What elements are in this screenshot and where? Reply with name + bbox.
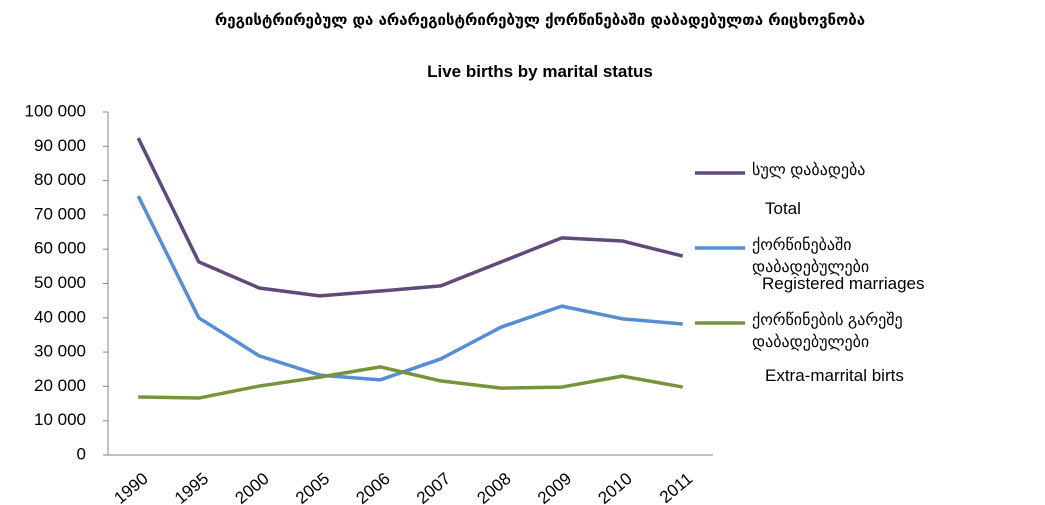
x-tick-label: 2010 xyxy=(595,469,636,505)
x-tick-label: 1995 xyxy=(171,469,212,505)
legend-label: სულ დაბადება xyxy=(752,162,866,179)
y-tick-label: 40 000 xyxy=(34,307,86,326)
y-tick-label: 30 000 xyxy=(34,342,86,361)
x-tick-label: 2005 xyxy=(292,469,333,505)
legend-label: ქორწინების გარეშე დაბადებულები xyxy=(752,312,903,351)
x-tick-label: 2006 xyxy=(353,469,394,505)
y-tick-label: 90 000 xyxy=(34,136,86,155)
y-tick-label: 10 000 xyxy=(34,410,86,429)
x-tick-label: 2011 xyxy=(656,469,696,505)
y-tick-label: 20 000 xyxy=(34,376,86,395)
chart-title: რეგისტრირებულ და არარეგისტრირებულ ქორწინ… xyxy=(214,11,866,29)
x-tick-label: 2009 xyxy=(534,469,575,505)
chart-subtitle: Live births by marital status xyxy=(427,62,653,81)
series-line xyxy=(136,137,684,298)
y-tick-label: 60 000 xyxy=(34,239,86,258)
legend-label-en: Total xyxy=(765,199,801,218)
x-tick-label: 2007 xyxy=(413,469,454,505)
y-tick-label: 70 000 xyxy=(34,204,86,223)
legend-label-en: Registered marriages xyxy=(762,274,925,293)
legend-label-en: Extra-marrital birts xyxy=(765,366,904,385)
y-tick-label: 100 000 xyxy=(25,101,86,120)
y-tick-label: 50 000 xyxy=(34,273,86,292)
y-tick-label: 80 000 xyxy=(34,170,86,189)
series-line xyxy=(136,195,683,382)
legend-label: ქორწინებაში დაბადებულები xyxy=(752,237,870,276)
y-tick-label: 0 xyxy=(77,444,86,463)
x-tick-label: 2000 xyxy=(232,469,273,505)
x-tick-label: 1990 xyxy=(111,469,152,505)
x-tick-label: 2008 xyxy=(474,469,515,505)
series-line xyxy=(138,365,684,400)
